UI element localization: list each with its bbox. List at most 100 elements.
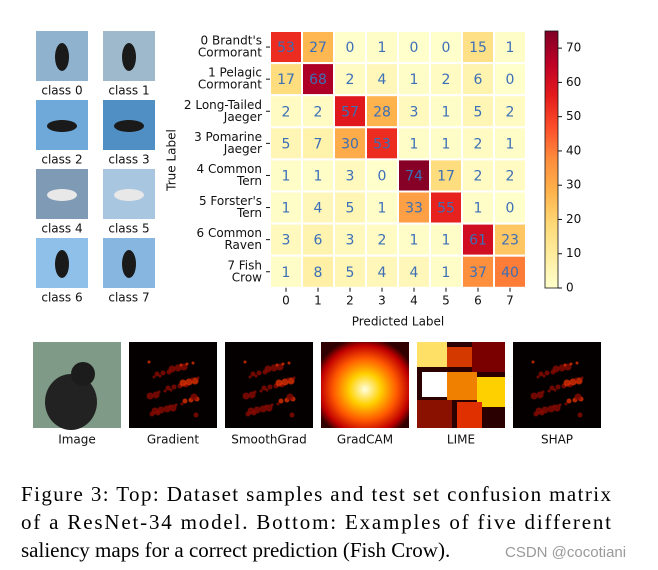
saliency-speck (259, 389, 263, 393)
saliency-speck (553, 388, 557, 392)
saliency-label: Gradient (147, 433, 200, 447)
cell-value: 1 (410, 72, 419, 88)
saliency-speck (191, 361, 195, 365)
cell-value: 2 (282, 104, 291, 120)
saliency-speck (147, 360, 151, 364)
cell-value: 23 (501, 233, 519, 249)
saliency-image (321, 342, 409, 428)
cell-value: 1 (314, 168, 323, 184)
saliency-label: SmoothGrad (231, 433, 307, 447)
saliency-speck (256, 370, 262, 376)
heatmap-cell (461, 222, 495, 257)
saliency-speck (289, 412, 295, 418)
bird-shape (47, 120, 77, 132)
heatmap-cell (397, 94, 431, 129)
saliency-speck (146, 392, 154, 400)
cell-value: 6 (314, 233, 323, 249)
cell-value: 2 (474, 136, 483, 152)
cell-value: 4 (410, 265, 419, 281)
saliency-speck (267, 384, 273, 390)
lime-segment (447, 347, 472, 367)
x-tick-label: 5 (442, 293, 450, 307)
cell-value: 0 (378, 168, 387, 184)
saliency-speck (259, 405, 267, 413)
cell-value: 55 (437, 201, 455, 217)
saliency-speck (276, 402, 280, 406)
x-tick-label: 2 (346, 293, 354, 307)
saliency-speck (253, 406, 261, 414)
saliency-speck (547, 405, 555, 413)
cell-value: 0 (506, 72, 515, 88)
saliency-speck (575, 361, 579, 365)
cell-value: 1 (506, 136, 515, 152)
saliency-speck (265, 388, 269, 392)
heatmap-cell (301, 62, 335, 97)
cell-value: 1 (442, 136, 451, 152)
x-axis-label: Predicted Label (352, 315, 445, 329)
x-tick-label: 7 (506, 293, 514, 307)
saliency-speck (152, 391, 160, 399)
sample-label: class 7 (108, 291, 149, 305)
saliency-speck (261, 385, 267, 391)
saliency-speck (157, 390, 161, 394)
cell-value: 1 (506, 40, 515, 56)
sample-label: class 6 (41, 291, 82, 305)
heatmap-cell (365, 222, 399, 257)
cell-value: 4 (314, 201, 323, 217)
heatmap-cell (301, 158, 335, 193)
cell-value: 0 (442, 40, 451, 56)
x-tick-label: 1 (314, 293, 322, 307)
cell-value: 33 (405, 201, 423, 217)
saliency-speck (275, 379, 283, 387)
bird-shape (114, 189, 144, 201)
crow-head (71, 362, 95, 386)
saliency-speck (270, 403, 274, 407)
cell-value: 1 (282, 168, 291, 184)
saliency-speck (253, 390, 257, 394)
cell-value: 1 (410, 136, 419, 152)
saliency-speck (287, 361, 291, 365)
cell-value: 28 (373, 104, 391, 120)
y-tick-label: Tern (236, 206, 262, 220)
saliency-speck (247, 407, 255, 415)
heatmap-cell (333, 62, 367, 97)
saliency-speck (163, 389, 167, 393)
saliency-speck (250, 371, 256, 377)
saliency-label: SHAP (541, 433, 573, 447)
cell-value: 1 (282, 265, 291, 281)
colorbar-tick-label: 60 (566, 75, 581, 89)
cell-value: 61 (469, 233, 487, 249)
cell-value: 1 (442, 104, 451, 120)
saliency-speck (169, 388, 173, 392)
heatmap-cell (333, 190, 367, 225)
y-tick-label: Raven (224, 238, 262, 252)
saliency-speck (270, 364, 278, 372)
colorbar-tick-label: 70 (566, 41, 581, 55)
saliency-speck (185, 378, 193, 386)
saliency-speck (531, 360, 535, 364)
heatmap-cell (429, 30, 463, 65)
cell-value: 3 (346, 233, 355, 249)
saliency-label: LIME (447, 433, 475, 447)
saliency-speck (577, 412, 583, 418)
saliency-speck (264, 365, 272, 373)
y-tick-label: Cormorant (198, 78, 262, 92)
y-tick-label: Jaeger (223, 142, 262, 156)
saliency-speck (157, 406, 165, 414)
y-tick-label: 0 Brandt's (201, 34, 262, 48)
y-tick-label: 5 Forster's (199, 194, 262, 208)
saliency-label: Image (58, 433, 96, 447)
saliency-speck (292, 376, 296, 380)
saliency-speck (538, 371, 544, 377)
y-tick-label: 1 Pelagic (208, 66, 262, 80)
saliency-speck (168, 365, 176, 373)
saliency-speck (264, 404, 268, 408)
saliency-speck (547, 389, 551, 393)
saliency-speck (530, 392, 538, 400)
sample-label: class 4 (41, 222, 82, 236)
saliency-speck (542, 374, 546, 378)
heatmap-cell (493, 126, 527, 161)
heatmap-cell (429, 158, 463, 193)
sample-label: class 3 (108, 153, 149, 167)
